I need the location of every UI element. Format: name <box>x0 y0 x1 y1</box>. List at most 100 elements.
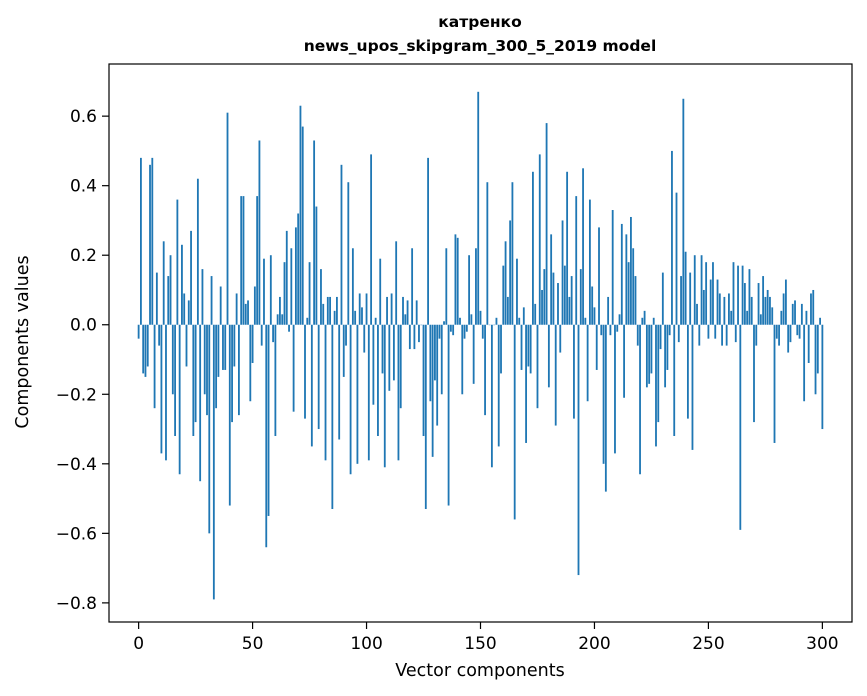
bar <box>140 157 142 325</box>
bar <box>447 324 450 506</box>
bar <box>787 324 790 353</box>
bar <box>338 324 341 440</box>
bar <box>618 314 621 325</box>
bar <box>552 272 555 325</box>
bar <box>256 196 259 325</box>
bar <box>645 324 648 388</box>
bar <box>349 324 352 475</box>
bar <box>518 317 521 325</box>
bar <box>782 293 785 325</box>
bar <box>604 324 607 492</box>
bar <box>187 300 190 325</box>
x-tick-label: 0 <box>133 634 144 654</box>
bar <box>750 296 753 325</box>
bar <box>208 324 211 534</box>
bar <box>288 324 290 332</box>
bar <box>167 276 170 325</box>
y-tick-label: 0.4 <box>70 177 97 197</box>
bar <box>395 241 398 325</box>
bar <box>766 289 769 325</box>
bar <box>434 324 436 381</box>
bar <box>502 265 505 325</box>
bar <box>137 324 140 339</box>
bar <box>383 324 386 468</box>
bar <box>659 324 662 350</box>
bar <box>185 324 188 367</box>
bar <box>741 265 744 325</box>
bar <box>424 324 427 510</box>
bar <box>231 324 233 423</box>
bar <box>639 324 641 475</box>
bar <box>700 255 703 325</box>
y-tick-label: 0.2 <box>70 246 97 266</box>
bar <box>643 310 646 325</box>
bar <box>190 230 192 325</box>
bar <box>609 324 612 336</box>
bar <box>333 310 336 325</box>
bar <box>217 324 220 377</box>
bar <box>301 126 304 325</box>
bar <box>607 296 610 325</box>
bar <box>775 324 778 339</box>
bar <box>427 157 429 325</box>
x-axis-ticks: 0 50 100 150 200 250 300 <box>133 622 839 654</box>
bar <box>677 324 680 343</box>
bar <box>320 269 322 325</box>
bar <box>463 324 466 339</box>
bar <box>625 234 628 325</box>
bar <box>235 293 238 325</box>
bar <box>630 216 632 325</box>
bar <box>297 213 300 325</box>
bar <box>641 317 644 325</box>
x-tick-label: 50 <box>242 634 264 654</box>
bar <box>516 258 518 325</box>
bar <box>664 324 667 388</box>
bar <box>206 324 208 416</box>
bar <box>573 324 575 419</box>
bar <box>386 296 388 325</box>
bar <box>554 324 557 426</box>
bar <box>532 171 534 325</box>
bar <box>661 272 664 325</box>
bar <box>468 255 471 325</box>
x-axis-label: Vector components <box>395 661 564 681</box>
bar <box>253 286 256 325</box>
bar <box>326 296 329 325</box>
bar <box>771 307 774 325</box>
bar <box>541 289 543 325</box>
bar <box>440 324 443 395</box>
bar <box>203 324 206 395</box>
bar <box>146 324 149 367</box>
bar <box>258 140 261 325</box>
bar <box>511 182 514 325</box>
chart-title-line1: катренко <box>438 13 521 31</box>
bar <box>682 98 685 325</box>
bar <box>340 164 343 325</box>
bar <box>481 324 484 339</box>
bar <box>174 324 176 436</box>
bar <box>550 234 553 325</box>
bar <box>290 248 293 325</box>
bar <box>461 324 464 395</box>
bar <box>399 324 402 409</box>
y-tick-label: 0.0 <box>70 316 97 336</box>
bar <box>506 296 509 325</box>
bar <box>570 276 573 325</box>
bar <box>595 324 598 370</box>
bar <box>559 324 562 353</box>
bar <box>361 307 363 325</box>
plot-frame <box>108 63 853 623</box>
bar <box>155 272 158 325</box>
bar <box>247 300 249 325</box>
bar <box>285 230 288 325</box>
bar <box>821 324 824 430</box>
bar <box>244 303 247 325</box>
bar <box>171 324 174 395</box>
bar <box>336 296 338 325</box>
bar <box>315 206 318 325</box>
bar <box>345 324 347 346</box>
bar <box>584 317 587 325</box>
y-axis-ticks: −0.8 −0.6 −0.4 −0.2 0.0 0.2 0.4 0.6 <box>56 107 109 614</box>
bar <box>812 289 815 325</box>
bar <box>381 324 384 374</box>
